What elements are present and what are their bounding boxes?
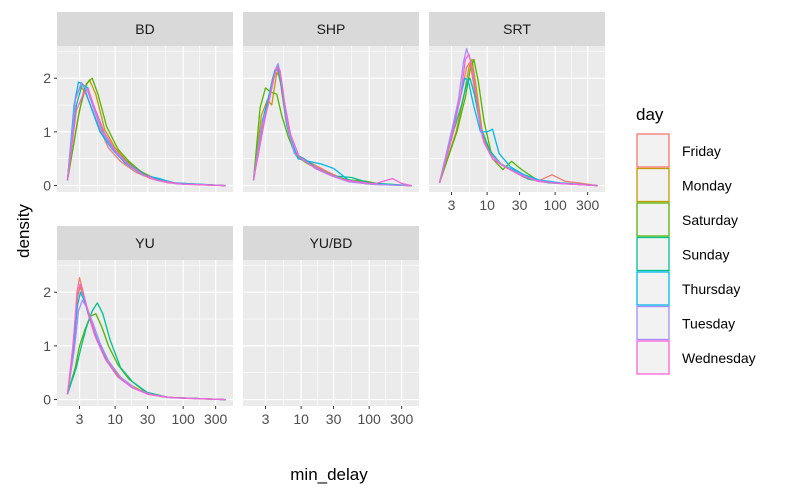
panel-background (243, 46, 419, 192)
facet-strip-label: YU (135, 235, 154, 251)
density-line-wednesday (66, 283, 226, 401)
x-tick-label: 10 (107, 411, 123, 427)
legend-key (636, 340, 670, 375)
facet-strip (57, 226, 233, 260)
facet-strip (243, 226, 419, 260)
x-tick-label: 100 (543, 197, 567, 213)
legend-label: Sunday (682, 247, 729, 263)
x-axis-title: min_delay (290, 465, 368, 484)
legend-label: Monday (682, 178, 732, 194)
legend: day Friday Monday Saturday Sunday Thursday Tu… (636, 105, 756, 375)
panel-background (57, 260, 233, 406)
density-line-wednesday (438, 53, 598, 187)
legend-key (636, 236, 670, 272)
x-tick-label: 30 (140, 411, 156, 427)
legend-key (636, 202, 670, 237)
legend-item-thursday: Thursday (636, 271, 740, 306)
x-tick-label: 30 (326, 411, 342, 427)
legend-item-sunday: Sunday (636, 236, 729, 272)
legend-item-saturday: Saturday (636, 202, 738, 237)
x-tick-label: 3 (76, 411, 84, 427)
facet-strip (57, 12, 233, 46)
x-tick-label: 300 (390, 411, 414, 427)
x-tick-label: 30 (512, 197, 528, 213)
legend-label: Saturday (682, 212, 738, 228)
x-tick-label: 3 (448, 197, 456, 213)
legend-item-tuesday: Tuesday (636, 305, 735, 341)
facet-panel-bd: BD 0 1 2 (43, 12, 233, 194)
x-tick-label: 100 (357, 411, 381, 427)
y-tick-label: 0 (43, 392, 51, 408)
facet-strip (429, 12, 605, 46)
y-tick-label: 2 (43, 284, 51, 300)
y-tick-label: 0 (43, 178, 51, 194)
legend-label: Tuesday (682, 316, 735, 332)
facet-strip-label: YU/BD (310, 235, 353, 251)
legend-label: Friday (682, 143, 721, 159)
density-line-thursday (66, 81, 226, 187)
legend-key (636, 305, 670, 341)
density-line-wednesday (252, 66, 412, 187)
facet-strip-label: SRT (503, 21, 531, 37)
x-tick-label: 10 (293, 411, 309, 427)
y-axis-title: density (14, 204, 33, 258)
legend-label: Wednesday (682, 350, 756, 366)
facet-panel-shp: SHP (243, 12, 419, 192)
facet-panel-srt: SRT 3 10 30 100 300 (429, 12, 605, 213)
density-line-thursday (252, 66, 412, 187)
density-line-wednesday (66, 88, 226, 187)
legend-item-monday: Monday (636, 167, 732, 203)
y-tick-label: 1 (43, 124, 51, 140)
facet-strip-label: BD (135, 21, 154, 37)
x-tick-label: 3 (262, 411, 270, 427)
legend-key (636, 133, 670, 168)
x-tick-label: 100 (171, 411, 195, 427)
legend-key (636, 167, 670, 203)
facet-panel-yu: YU 0 1 2 3 10 30 100 300 (43, 226, 233, 427)
x-tick-label: 300 (204, 411, 228, 427)
y-tick-label: 2 (43, 70, 51, 86)
legend-label: Thursday (682, 281, 740, 297)
panel-background (243, 260, 419, 406)
y-tick-label: 1 (43, 338, 51, 354)
legend-item-friday: Friday (636, 133, 721, 168)
facet-panel-yu-bd: YU/BD 3 10 30 100 300 (243, 226, 419, 427)
legend-item-wednesday: Wednesday (636, 340, 756, 375)
legend-title: day (636, 105, 664, 124)
legend-key (636, 271, 670, 306)
x-tick-label: 300 (576, 197, 600, 213)
panel-background (57, 46, 233, 192)
facet-strip (243, 12, 419, 46)
facet-strip-label: SHP (317, 21, 346, 37)
x-tick-label: 10 (479, 197, 495, 213)
